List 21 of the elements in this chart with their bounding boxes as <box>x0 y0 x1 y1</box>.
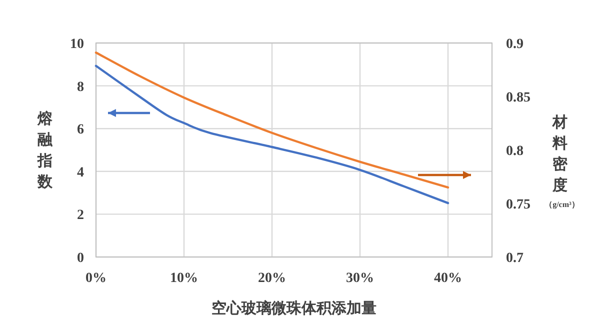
x-axis-title: 空心玻璃微珠体积添加量 <box>212 299 376 317</box>
x-tick-label: 20% <box>258 271 286 286</box>
y-tick-label: 6 <box>77 122 84 138</box>
x-tick-label: 0% <box>86 271 106 286</box>
y-tick-label: 4 <box>77 165 84 180</box>
y-tick-label: 8 <box>77 80 84 95</box>
y-axis-title: 熔融指数 <box>36 110 54 190</box>
x-tick-label: 40% <box>434 271 462 286</box>
x-tick-label: 10% <box>170 271 198 286</box>
y2-tick-label: 0.9 <box>506 37 524 52</box>
y-tick-label: 10 <box>70 37 84 52</box>
line-series <box>94 52 450 189</box>
y2-tick-label: 0.85 <box>506 90 530 106</box>
y2-tick-label: 0.8 <box>506 144 524 159</box>
y2-axis-title: 材料密度（g/cm³） <box>544 114 580 209</box>
x-tick-label: 30% <box>346 271 374 286</box>
y2-tick-label: 0.7 <box>506 251 524 266</box>
line-series <box>94 64 450 204</box>
y-tick-label: 0 <box>77 251 84 266</box>
y-tick-label: 2 <box>77 208 84 224</box>
y2-tick-label: 0.75 <box>506 198 530 212</box>
